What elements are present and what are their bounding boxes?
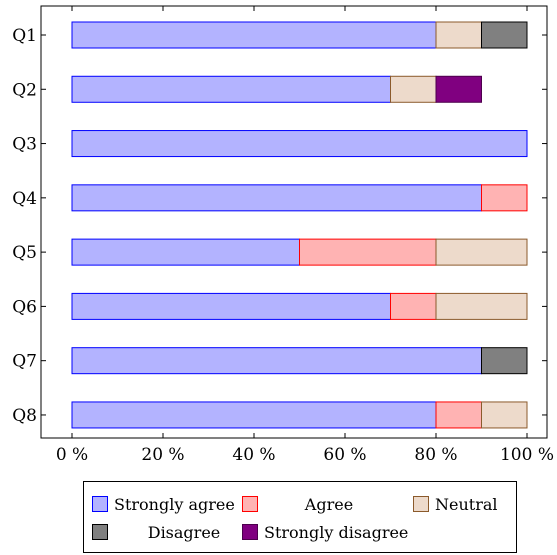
legend-swatch-strongly-disagree bbox=[242, 524, 258, 540]
bar-q5-agree bbox=[299, 238, 437, 266]
legend-item-disagree: Disagree bbox=[92, 520, 254, 544]
y-tick-label-q4: Q4 bbox=[12, 189, 37, 209]
y-tick-label-q6: Q6 bbox=[12, 297, 37, 317]
y-tick-label-q1: Q1 bbox=[12, 26, 37, 46]
x-tick-label-60: 60 % bbox=[323, 445, 366, 465]
bars-group bbox=[71, 21, 528, 429]
bar-q6-agree bbox=[390, 292, 437, 320]
legend-swatch-strongly-agree bbox=[92, 496, 108, 512]
legend-label-neutral: Neutral bbox=[435, 494, 498, 514]
bar-q3-strongly-agree bbox=[71, 130, 528, 158]
bar-q1-disagree bbox=[481, 21, 528, 49]
legend-label-disagree: Disagree bbox=[147, 522, 221, 542]
y-tick-label-q2: Q2 bbox=[12, 80, 37, 100]
bar-q2-neutral bbox=[390, 75, 437, 103]
bar-q4-agree bbox=[481, 184, 528, 212]
bar-q1-strongly-agree bbox=[71, 21, 437, 49]
legend-item-neutral: Neutral bbox=[413, 492, 498, 516]
x-tick-label-0: 0 % bbox=[56, 445, 88, 465]
y-ticks-group: Q1 Q2 Q3 Q4 Q5 Q6 Q7 Q8 bbox=[12, 26, 547, 426]
legend-item-agree: Agree bbox=[242, 492, 394, 516]
y-tick-label-q7: Q7 bbox=[12, 352, 37, 372]
bar-q8-agree bbox=[435, 401, 482, 429]
legend: Strongly agree Agree Neutral Disagree St… bbox=[83, 481, 517, 553]
legend-swatch-neutral bbox=[413, 496, 429, 512]
legend-label-strongly-disagree: Strongly disagree bbox=[264, 522, 409, 542]
bar-q8-strongly-agree bbox=[71, 401, 437, 429]
legend-item-strongly-disagree: Strongly disagree bbox=[242, 520, 408, 544]
legend-label-agree: Agree bbox=[304, 494, 354, 514]
y-tick-label-q3: Q3 bbox=[12, 135, 37, 155]
x-tick-label-80: 80 % bbox=[414, 445, 457, 465]
x-tick-label-40: 40 % bbox=[232, 445, 275, 465]
legend-label-strongly-agree: Strongly agree bbox=[114, 494, 235, 514]
bar-q1-neutral bbox=[435, 21, 482, 49]
bar-q6-neutral bbox=[435, 292, 528, 320]
x-ticks-group: 0 % 20 % 40 % 60 % 80 % 100 % bbox=[56, 6, 554, 465]
bar-q5-neutral bbox=[435, 238, 528, 266]
bar-q2-strongly-disagree bbox=[435, 75, 482, 103]
plot-frame bbox=[40, 5, 548, 439]
x-tick-label-20: 20 % bbox=[141, 445, 184, 465]
y-tick-label-q8: Q8 bbox=[12, 406, 37, 426]
y-tick-label-q5: Q5 bbox=[12, 243, 37, 263]
bar-q5-strongly-agree bbox=[71, 238, 300, 266]
bar-q7-strongly-agree bbox=[71, 347, 482, 375]
bar-q2-strongly-agree bbox=[71, 75, 391, 103]
bar-q6-strongly-agree bbox=[71, 292, 391, 320]
legend-swatch-disagree bbox=[92, 524, 108, 540]
bar-q4-strongly-agree bbox=[71, 184, 482, 212]
bar-q8-neutral bbox=[481, 401, 528, 429]
bar-q7-disagree bbox=[481, 347, 528, 375]
legend-swatch-agree bbox=[242, 496, 258, 512]
x-tick-label-100: 100 % bbox=[500, 445, 554, 465]
legend-item-strongly-agree: Strongly agree bbox=[92, 492, 235, 516]
